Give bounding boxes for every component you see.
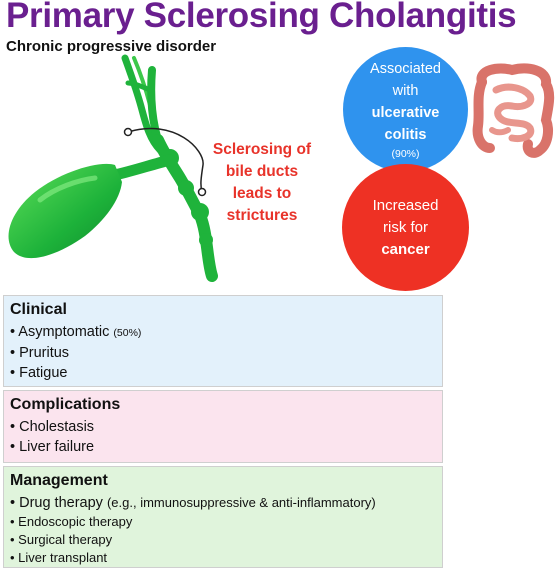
clinical-item: • Pruritus xyxy=(10,345,70,361)
management-heading: Management xyxy=(10,472,108,489)
assoc-percent: (90%) xyxy=(391,147,420,160)
ulcerative-colitis-circle: Associated with ulcerative colitis (90%) xyxy=(343,47,468,172)
assoc-line2: with xyxy=(392,82,419,99)
management-item: • Drug therapy (e.g., immunosuppressive … xyxy=(10,493,436,513)
cancer-line2: risk for xyxy=(383,218,428,236)
management-item: • Liver transplant xyxy=(10,550,108,565)
clinical-panel: Clinical • Asymptomatic (50%) • Pruritus… xyxy=(3,295,443,387)
clinical-heading: Clinical xyxy=(10,301,67,318)
gallbladder-bile-duct-illustration xyxy=(8,54,218,282)
clinical-item-text: • Asymptomatic xyxy=(10,324,110,340)
cancer-risk-circle: Increased risk for cancer xyxy=(342,164,469,291)
complications-item: • Cholestasis xyxy=(10,419,95,435)
cancer-line1: Increased xyxy=(372,196,439,214)
assoc-line3: ulcerative xyxy=(371,104,440,121)
intestine-icon xyxy=(472,63,555,158)
management-item-note: (e.g., immunosuppressive & anti-inflamma… xyxy=(106,495,376,510)
cancer-line3: cancer xyxy=(381,240,430,258)
clinical-item: • Fatigue xyxy=(10,365,68,381)
complications-panel: Complications • Cholestasis • Liver fail… xyxy=(3,390,443,463)
stricture-annotation: Sclerosing of bile ducts leads to strict… xyxy=(212,141,312,224)
management-panel: Management • Drug therapy (e.g., immunos… xyxy=(3,466,443,568)
management-item: • Surgical therapy xyxy=(10,532,113,547)
management-item-text: • Drug therapy xyxy=(10,495,103,511)
complications-heading: Complications xyxy=(10,396,121,413)
assoc-line4: colitis xyxy=(384,126,427,143)
clinical-item-note: (50%) xyxy=(113,327,142,339)
page-title: Primary Sclerosing Cholangitis xyxy=(6,0,517,35)
management-item: • Endoscopic therapy xyxy=(10,514,133,529)
complications-item: • Liver failure xyxy=(10,439,95,455)
page-subtitle: Chronic progressive disorder xyxy=(6,38,217,55)
clinical-item: • Asymptomatic (50%) xyxy=(10,322,436,343)
assoc-line1: Associated xyxy=(370,60,441,77)
